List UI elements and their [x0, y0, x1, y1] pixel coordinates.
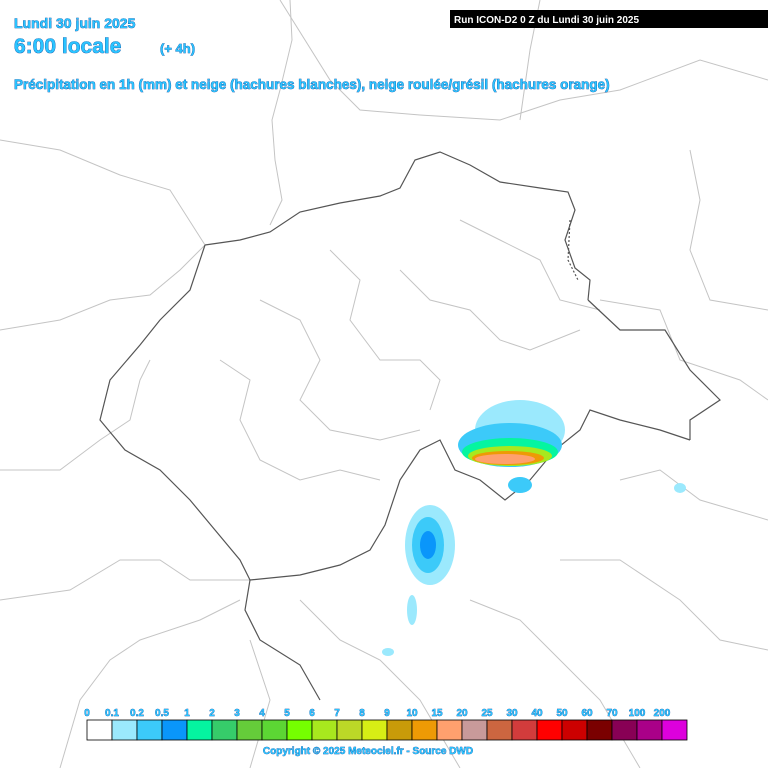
- legend-label: 200: [654, 708, 671, 719]
- legend-swatch: [336, 719, 363, 741]
- legend-label: 6: [309, 708, 315, 719]
- legend-swatch: [461, 719, 488, 741]
- legend-label: 0.5: [155, 708, 169, 719]
- legend-swatch: [286, 719, 313, 741]
- legend-swatch: [161, 719, 188, 741]
- precip-area: [674, 483, 686, 493]
- legend-label: 20: [456, 708, 468, 719]
- precipitation: [382, 400, 686, 656]
- subtitle: Précipitation en 1h (mm) et neige (hachu…: [14, 77, 610, 92]
- legend-swatch: [536, 719, 563, 741]
- legend-swatch: [211, 719, 238, 741]
- date: Lundi 30 juin 2025: [14, 15, 136, 31]
- run-banner: [450, 10, 768, 28]
- legend-label: 15: [431, 708, 443, 719]
- legend: 0 0.1 0.2 0.5 1 2 3 4 5 6 7 8 9 10 15 20 25 30 40 50 60 70 100…: [84, 708, 688, 741]
- legend-label: 30: [506, 708, 518, 719]
- legend-label: 4: [259, 708, 265, 719]
- legend-swatch: [486, 719, 513, 741]
- legend-swatch: [311, 719, 338, 741]
- legend-swatch: [386, 719, 413, 741]
- legend-swatch: [561, 719, 588, 741]
- legend-label: 0: [84, 708, 90, 719]
- legend-label: 0.1: [105, 708, 119, 719]
- legend-swatch: [586, 719, 613, 741]
- precip-area: [407, 595, 417, 625]
- legend-label: 8: [359, 708, 365, 719]
- legend-swatch: [511, 719, 538, 741]
- legend-label: 7: [334, 708, 340, 719]
- precip-area: [420, 531, 436, 559]
- legend-label: 9: [384, 708, 390, 719]
- country-borders: [99, 151, 721, 701]
- legend-label: 3: [234, 708, 240, 719]
- legend-label: 25: [481, 708, 493, 719]
- legend-label: 60: [581, 708, 593, 719]
- legend-swatch: [661, 719, 688, 741]
- legend-label: 50: [556, 708, 568, 719]
- legend-swatch: [611, 719, 638, 741]
- legend-swatch: [136, 719, 163, 741]
- legend-swatch: [236, 719, 263, 741]
- legend-swatch: [86, 719, 113, 741]
- legend-label: 70: [606, 708, 618, 719]
- precip-area: [508, 477, 532, 493]
- legend-swatch: [186, 719, 213, 741]
- legend-label: 2: [209, 708, 215, 719]
- legend-swatch: [411, 719, 438, 741]
- legend-swatch: [361, 719, 388, 741]
- legend-label: 5: [284, 708, 290, 719]
- legend-label: 1: [184, 708, 190, 719]
- time: 6:00 locale: [14, 35, 121, 58]
- legend-label: 10: [406, 708, 418, 719]
- legend-swatch: [636, 719, 663, 741]
- legend-label: 0.2: [130, 708, 144, 719]
- run-label: Run ICON-D2 0 Z du Lundi 30 juin 2025: [454, 15, 639, 26]
- offset: (+ 4h): [160, 41, 195, 56]
- precip-area: [382, 648, 394, 656]
- legend-label: 40: [531, 708, 543, 719]
- legend-swatch: [261, 719, 288, 741]
- legend-swatch: [111, 719, 138, 741]
- precip-area: [475, 454, 535, 464]
- legend-label: 100: [629, 708, 646, 719]
- copyright: Copyright © 2025 Meteociel.fr - Source D…: [263, 746, 473, 757]
- legend-swatch: [436, 719, 463, 741]
